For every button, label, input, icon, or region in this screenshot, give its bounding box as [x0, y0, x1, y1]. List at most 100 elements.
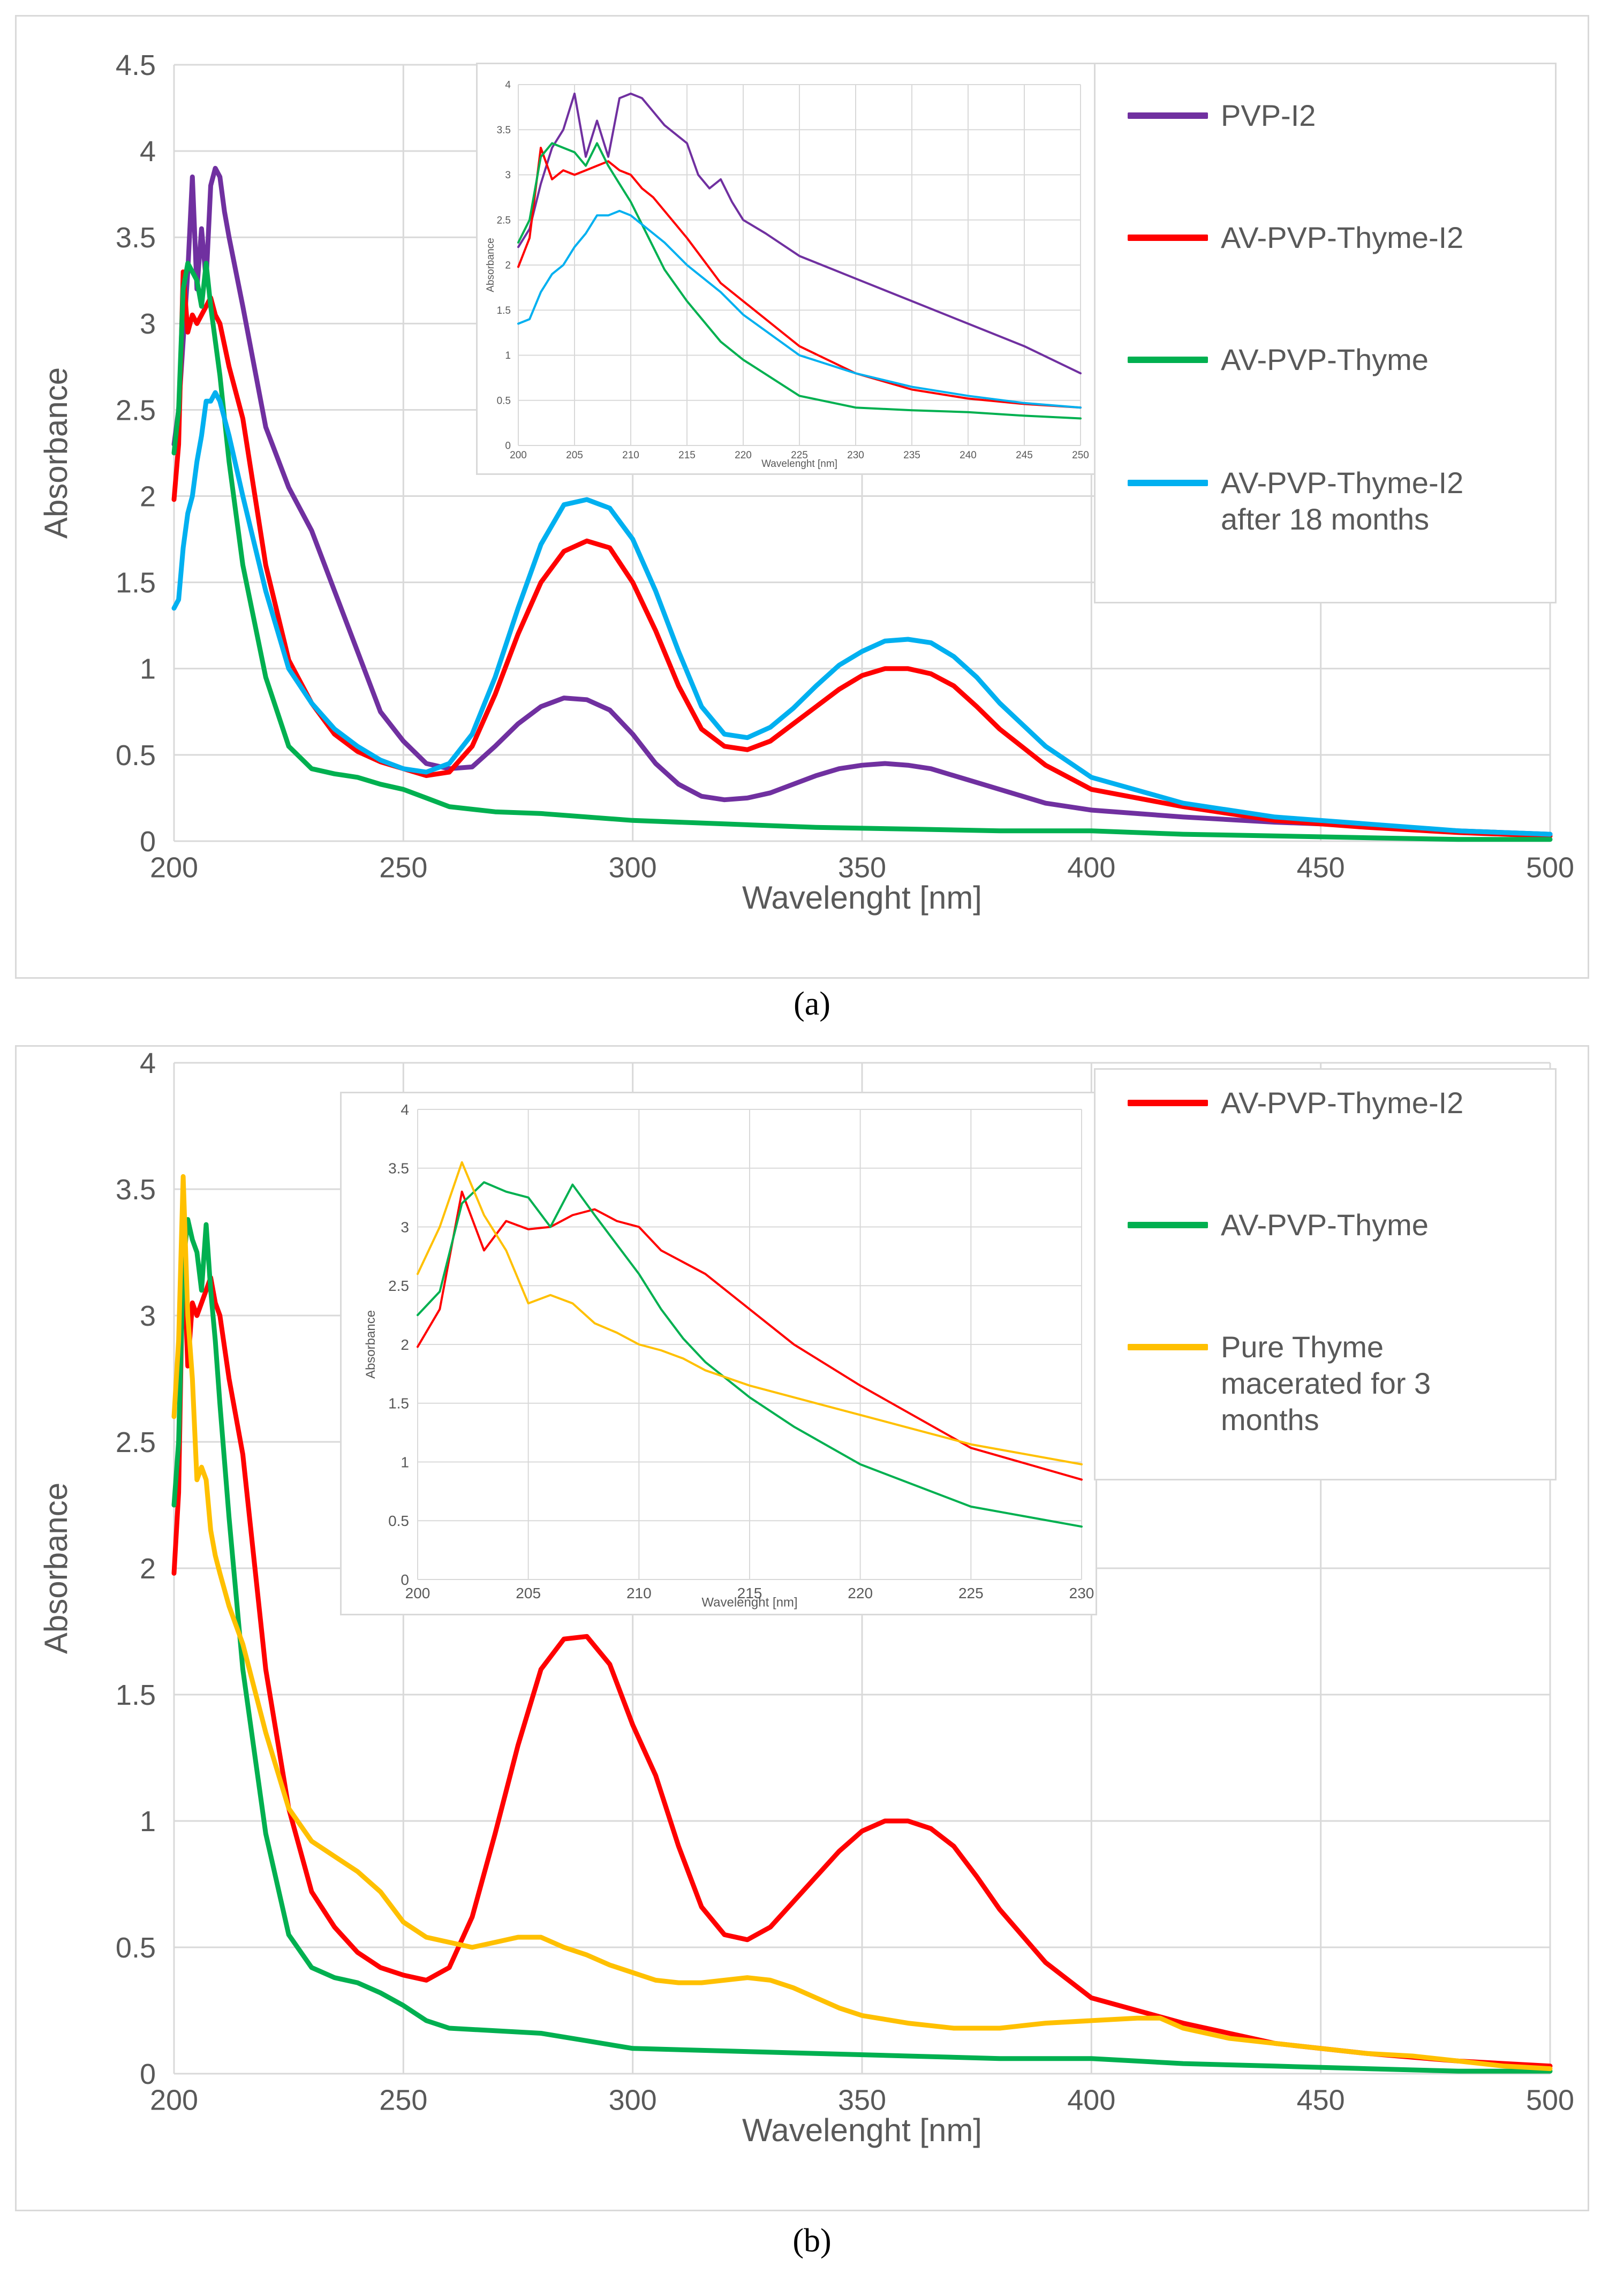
inset-b-y-tick-label: 1.5 [388, 1395, 409, 1412]
chart-b-x-tick-label: 200 [150, 2084, 198, 2117]
inset-a-series-pvp-i2 [517, 92, 1082, 375]
chart-b-x-tick-label: 400 [1067, 2084, 1115, 2117]
inset-a-series-av-pvp-thyme-i2-after-18-months [517, 209, 1082, 409]
inset-b-y-tick-label: 3.5 [388, 1160, 409, 1177]
chart-b-y-tick-label: 2 [140, 1553, 156, 1585]
chart-b-x-tick-label: 250 [379, 2084, 427, 2117]
inset-b-y-tick-label: 3 [401, 1219, 409, 1235]
inset-b-plot: 0 0.5 1 1.5 2 2.5 3 3.5 4 200 205 210 215 220 225 230 Wa… [364, 1101, 1094, 1610]
legend-swatch [1128, 1100, 1208, 1106]
inset-b-x-axis-label: Wavelenght [nm] [701, 1595, 797, 1609]
chart-a-y-tick-label: 0 [140, 826, 156, 858]
chart-a-y-tick-label: 1.5 [116, 567, 156, 599]
chart-b-y-axis-label: Absorbance [38, 1483, 74, 1654]
legend-swatch [1128, 112, 1208, 119]
inset-b-y-tick-label: 4 [401, 1101, 409, 1118]
inset-b-x-tick-label: 200 [405, 1585, 430, 1601]
chart-a-series-av-pvp-thyme-i2 [171, 269, 1553, 838]
chart-b-x-tick-label: 500 [1526, 2084, 1574, 2117]
inset-chart-b: 0 0.5 1 1.5 2 2.5 3 3.5 4 200 205 210 215 220 225 230 Wa… [340, 1092, 1097, 1615]
inset-b-x-tick-label: 230 [1069, 1585, 1094, 1601]
legend-swatch [1128, 1344, 1208, 1350]
inset-b-x-tick-label: 220 [848, 1585, 873, 1601]
legend-b: AV-PVP-Thyme-I2 AV-PVP-Thyme Pure Thyme … [1094, 1068, 1557, 1480]
inset-b-svg: 0 0.5 1 1.5 2 2.5 3 3.5 4 200 205 210 215 220 225 230 Wa… [364, 1101, 1094, 1610]
inset-a-y-tick-label: 2.5 [497, 215, 511, 226]
inset-b-x-tick-label: 210 [626, 1585, 652, 1601]
legend-swatch [1128, 480, 1208, 486]
chart-a-x-tick-label: 450 [1297, 852, 1345, 884]
inset-b-x-tick-label: 205 [516, 1585, 541, 1601]
chart-a-y-tick-label: 1 [140, 653, 156, 685]
legend-swatch [1128, 1222, 1208, 1228]
inset-a-y-tick-label: 3.5 [497, 125, 511, 136]
chart-b-y-tick-label: 4 [140, 1047, 156, 1079]
chart-a-x-tick-label: 350 [838, 852, 886, 884]
chart-a-x-tick-label: 200 [150, 852, 198, 884]
chart-a-y-tick-label: 0.5 [116, 739, 156, 772]
inset-a-svg: 0 0.5 1 1.5 2 2.5 3 3.5 4 200 205 210 215 220 225 230 23… [485, 80, 1089, 470]
legend-label: AV-PVP-Thyme-I2 after 18 months [1221, 466, 1464, 536]
inset-a-x-tick-label: 240 [960, 450, 977, 461]
inset-a-y-axis-label: Absorbance [485, 238, 496, 292]
chart-a-x-axis-label: Wavelenght [nm] [742, 880, 982, 916]
inset-a-x-tick-label: 225 [791, 450, 808, 461]
inset-chart-a: 0 0.5 1 1.5 2 2.5 3 3.5 4 200 205 210 215 220 225 230 23… [476, 63, 1097, 475]
chart-a-series-av-pvp-thyme [171, 261, 1553, 842]
legend-label: AV-PVP-Thyme-I2 [1221, 221, 1464, 254]
chart-a-x-tick-label: 250 [379, 852, 427, 884]
inset-a-y-tick-label: 0 [505, 441, 511, 452]
chart-b-y-tick-label: 3 [140, 1300, 156, 1332]
chart-b-x-tick-label: 450 [1297, 2084, 1345, 2117]
inset-a-x-axis-label: Wavelenght [nm] [761, 458, 837, 470]
inset-a-x-tick-label: 205 [566, 450, 583, 461]
inset-a-x-tick-label: 210 [622, 450, 639, 461]
chart-b-y-tick-label: 3.5 [116, 1174, 156, 1206]
legend-a: PVP-I2 AV-PVP-Thyme-I2 AV-PVP-Thyme AV-P… [1094, 63, 1557, 603]
chart-b-y-tick-label: 0.5 [116, 1932, 156, 1964]
chart-b-y-tick-label: 2.5 [116, 1426, 156, 1458]
chart-b-x-axis-label: Wavelenght [nm] [742, 2112, 982, 2148]
chart-a-y-axis-label: Absorbance [38, 367, 74, 539]
legend-label: AV-PVP-Thyme [1221, 1208, 1429, 1242]
chart-a-y-tick-label: 3.5 [116, 222, 156, 254]
inset-a-plot: 0 0.5 1 1.5 2 2.5 3 3.5 4 200 205 210 215 220 225 230 23… [485, 80, 1089, 470]
inset-a-y-tick-label: 1 [505, 350, 511, 361]
inset-b-y-tick-label: 2.5 [388, 1278, 409, 1294]
legend-swatch [1128, 357, 1208, 363]
inset-a-x-tick-label: 250 [1072, 450, 1089, 461]
chart-a-x-tick-label: 300 [609, 852, 657, 884]
legend-item-av-pvp-thyme-i2: AV-PVP-Thyme-I2 [1128, 1085, 1463, 1121]
chart-b-x-tick-label: 350 [838, 2084, 886, 2117]
inset-a-x-tick-label: 200 [510, 450, 527, 461]
legend-label: AV-PVP-Thyme-I2 [1221, 1086, 1464, 1120]
inset-b-series-pure-thyme-macerated-for-3-months [417, 1161, 1083, 1465]
inset-b-series-av-pvp-thyme [417, 1181, 1083, 1528]
inset-a-y-tick-label: 3 [505, 170, 511, 181]
chart-b-series-av-pvp-thyme-i2 [171, 1237, 1553, 2069]
legend-label: PVP-I2 [1221, 99, 1316, 132]
chart-b-y-tick-label: 1.5 [116, 1679, 156, 1711]
caption-b: (b) [792, 2223, 832, 2259]
inset-a-y-tick-label: 2 [505, 260, 511, 271]
legend-item-av-pvp-thyme-i2: AV-PVP-Thyme-I2 [1128, 220, 1463, 256]
inset-a-x-tick-label: 235 [903, 450, 920, 461]
legend-item-av-pvp-thyme: AV-PVP-Thyme [1128, 342, 1429, 378]
chart-a-series-pvp-i2 [171, 165, 1553, 837]
inset-a-x-tick-label: 215 [678, 450, 696, 461]
inset-b-y-tick-label: 0 [401, 1571, 409, 1588]
chart-a-y-tick-label: 2.5 [116, 394, 156, 426]
chart-a-x-tick-label: 400 [1067, 852, 1115, 884]
chart-a-y-tick-label: 2 [140, 480, 156, 512]
inset-a-x-tick-label: 220 [735, 450, 752, 461]
chart-b-x-tick-label: 300 [609, 2084, 657, 2117]
caption-a: (a) [794, 986, 830, 1022]
inset-a-y-tick-label: 4 [505, 80, 511, 91]
legend-item-av-pvp-thyme: AV-PVP-Thyme [1128, 1207, 1429, 1243]
legend-item-av-pvp-thyme-i2-after-18-months: AV-PVP-Thyme-I2 after 18 months [1128, 465, 1463, 538]
chart-a-y-tick-label: 3 [140, 308, 156, 340]
chart-b-series-av-pvp-thyme [171, 1217, 1553, 2074]
legend-item-pvp-i2: PVP-I2 [1128, 97, 1316, 134]
inset-a-y-tick-label: 0.5 [497, 395, 511, 406]
inset-a-x-tick-label: 230 [847, 450, 864, 461]
